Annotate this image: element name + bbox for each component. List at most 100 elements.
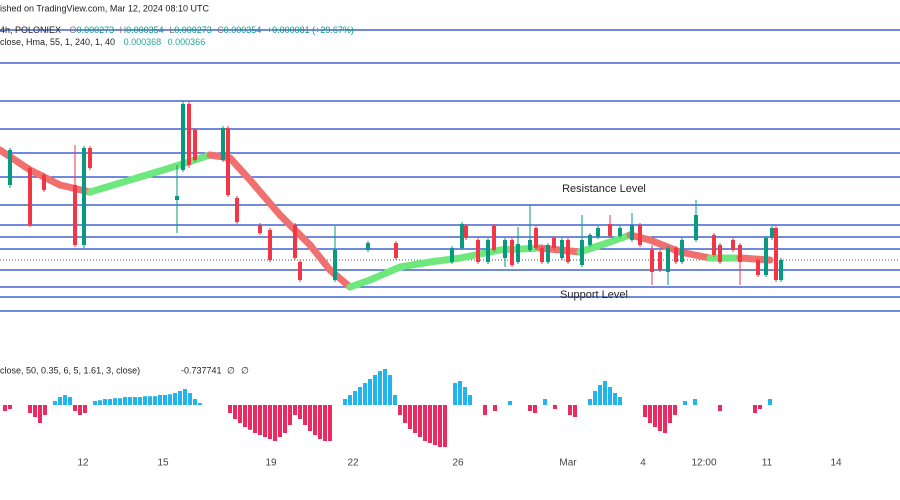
histogram-bar [553, 405, 557, 409]
resistance-label: Resistance Level [562, 183, 646, 195]
histogram-bar [353, 391, 357, 405]
histogram-bar [768, 399, 772, 405]
histogram-bar [148, 396, 152, 405]
histogram-bar [753, 405, 757, 413]
histogram-bar [253, 405, 257, 433]
ohlc-label: O [70, 25, 77, 35]
histogram-bar [373, 375, 377, 405]
histogram-bar [128, 397, 132, 405]
candle-body [8, 150, 12, 185]
x-tick-label: 26 [452, 458, 464, 469]
candle-body [560, 240, 564, 258]
histogram-bar [593, 391, 597, 405]
candle-body [608, 224, 612, 236]
histogram-bar [68, 397, 72, 405]
histogram-bar [273, 405, 277, 441]
candle-body [293, 225, 297, 258]
ma-segment [226, 154, 254, 184]
ohlc-label: L [169, 25, 174, 35]
histogram-bar [83, 405, 87, 413]
candle-body [546, 245, 550, 262]
histogram-bar [188, 393, 192, 405]
histogram-bar [438, 405, 442, 447]
candle-body [712, 235, 716, 255]
histogram-bar [183, 389, 187, 405]
ma-segment [366, 263, 404, 284]
symbol: 4h, POLONIEX [0, 25, 61, 35]
candle-body [658, 252, 662, 270]
histogram-bar [58, 397, 62, 405]
indicator-name: close, Hma, 55, 1, 240, 1, 40 [0, 37, 115, 47]
ma-segment [576, 238, 614, 256]
candle-body [221, 128, 225, 160]
candle-body [596, 228, 600, 237]
candle-body [464, 226, 468, 238]
oscillator-symbol: ∅ [241, 365, 249, 375]
histogram-bar [293, 405, 297, 415]
histogram-bar [118, 398, 122, 405]
ohlc-value: 0.000354 [224, 25, 262, 35]
candle-body [774, 228, 778, 280]
histogram-bar [618, 397, 622, 405]
histogram-bar [328, 405, 332, 441]
histogram-bar [643, 405, 647, 417]
x-tick-label: 12 [77, 458, 89, 469]
histogram-bar [38, 405, 42, 423]
histogram-bar [568, 405, 572, 415]
candle-body [460, 224, 464, 248]
histogram-bar [298, 405, 302, 419]
candle-body [666, 248, 670, 272]
histogram-bar [663, 405, 667, 433]
candle-body [450, 248, 454, 262]
histogram-bar [363, 383, 367, 405]
histogram-bar [693, 399, 697, 405]
candle-body [618, 228, 622, 236]
histogram-bar [288, 405, 292, 425]
histogram-bar [143, 396, 147, 405]
indicator-value: 0.000368 [124, 37, 162, 47]
candle-body [235, 198, 239, 222]
histogram-bar [228, 405, 232, 413]
histogram-bar [758, 405, 762, 409]
histogram-bar [443, 405, 447, 447]
oscillator-value: -0.737741 [181, 365, 222, 375]
histogram-bar [303, 405, 307, 425]
candle-body [764, 238, 768, 275]
x-tick-label: 22 [347, 458, 359, 469]
ma-segment [426, 254, 464, 266]
candle-body [580, 240, 584, 265]
histogram-bar [103, 399, 107, 405]
histogram-bar [543, 399, 547, 405]
histogram-bar [648, 405, 652, 423]
histogram-bar [233, 405, 237, 419]
published-note: ished on TradingView.com, Mar 12, 2024 0… [0, 3, 209, 13]
ohlc-value: 0.000273 [174, 25, 212, 35]
candle-body [756, 260, 760, 275]
ma-segment [126, 164, 174, 184]
histogram-bar [153, 396, 157, 405]
candle-body [492, 226, 496, 250]
candle-body [193, 130, 197, 160]
histogram-bar [358, 387, 362, 405]
candle-body [731, 240, 735, 250]
histogram-bar [483, 405, 487, 415]
histogram-bar [598, 385, 602, 405]
candle-body [566, 240, 570, 262]
histogram-bar [718, 405, 722, 411]
histogram-bar [98, 400, 102, 405]
histogram-bar [258, 405, 262, 435]
candle-body [588, 235, 592, 245]
candle-body [540, 248, 544, 262]
histogram-bar [433, 405, 437, 445]
candle-body [630, 225, 634, 240]
histogram-bar [423, 405, 427, 441]
histogram-bar [278, 405, 282, 437]
candle-body [88, 148, 92, 168]
histogram-bar [403, 405, 407, 423]
candle-body [258, 225, 262, 233]
histogram-bar [78, 405, 82, 415]
x-tick-label: 4 [640, 458, 646, 469]
histogram-bar [468, 395, 472, 405]
candle-body [718, 245, 722, 262]
candle-body [680, 240, 684, 262]
